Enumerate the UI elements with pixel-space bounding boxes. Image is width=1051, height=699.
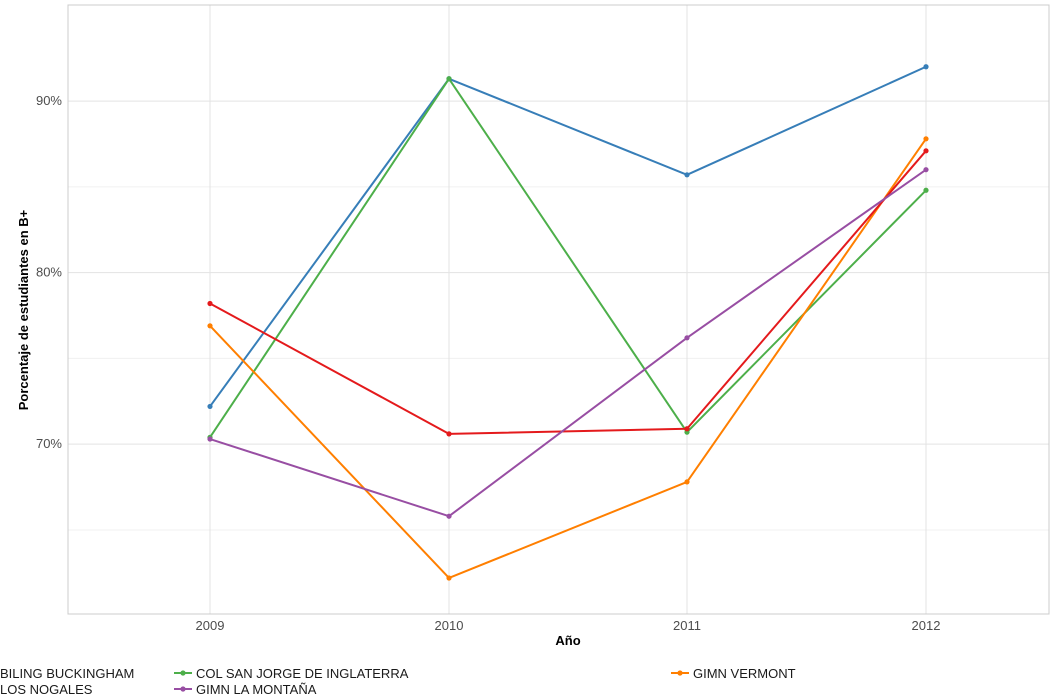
- data-point: [923, 167, 929, 173]
- legend-item: GIMN LA MONTAÑA: [174, 682, 317, 697]
- data-point: [923, 136, 929, 142]
- legend-item: GIMN VERMONT: [671, 666, 796, 681]
- legend-item: LOS NOGALES: [0, 682, 93, 697]
- legend-label: GIMN LA MONTAÑA: [196, 682, 317, 697]
- x-tick-label: 2009: [196, 618, 225, 633]
- y-tick-label: 90%: [36, 93, 62, 108]
- legend-label: BILING BUCKINGHAM: [0, 666, 134, 681]
- legend-key-point: [180, 686, 186, 692]
- data-point: [684, 479, 690, 485]
- series-line: [209, 138, 927, 579]
- data-point: [446, 575, 452, 581]
- grid-lines: [68, 5, 1049, 614]
- plot-panel-border: [67, 4, 1050, 615]
- series-group: [207, 136, 929, 581]
- series-group: [207, 64, 929, 410]
- data-point: [446, 513, 452, 519]
- legend-label: COL SAN JORGE DE INGLATERRA: [196, 666, 409, 681]
- data-point: [684, 426, 690, 432]
- legend-item: COL SAN JORGE DE INGLATERRA: [174, 666, 409, 681]
- x-tick-label: 2011: [673, 618, 701, 633]
- data-point: [207, 436, 213, 442]
- series-line: [209, 168, 927, 518]
- x-axis-title: Año: [555, 633, 580, 648]
- series-line: [209, 150, 927, 435]
- legend-label: LOS NOGALES: [0, 682, 93, 697]
- data-point: [446, 76, 452, 82]
- series-group: [207, 148, 929, 437]
- legend-item: BILING BUCKINGHAM: [0, 666, 134, 681]
- data-point: [923, 64, 929, 70]
- legend-key-point: [180, 670, 186, 676]
- data-point: [207, 323, 213, 329]
- y-axis-ticks: 70% 80% 90%: [36, 93, 62, 451]
- series-group: [207, 76, 929, 440]
- data-point: [684, 335, 690, 341]
- x-axis-ticks: 2009 2010 2011 2012: [196, 618, 941, 633]
- series-group: [207, 167, 929, 519]
- y-tick-label: 70%: [36, 436, 62, 451]
- data-point: [207, 300, 213, 307]
- data-point: [446, 431, 452, 437]
- data-point: [923, 148, 929, 154]
- data-point: [923, 187, 929, 193]
- series-line: [209, 65, 927, 408]
- legend: BILING BUCKINGHAM COL SAN JORGE DE INGLAT…: [0, 666, 796, 697]
- data-point: [684, 172, 690, 178]
- legend-label: GIMN VERMONT: [693, 666, 796, 681]
- x-tick-label: 2010: [435, 618, 464, 633]
- legend-key-point: [677, 670, 683, 676]
- data-point: [207, 403, 213, 410]
- x-tick-label: 2012: [912, 618, 941, 633]
- series-layer: [207, 64, 929, 581]
- y-tick-label: 80%: [36, 265, 62, 280]
- y-axis-title: Porcentaje de estudiantes en B+: [16, 209, 31, 410]
